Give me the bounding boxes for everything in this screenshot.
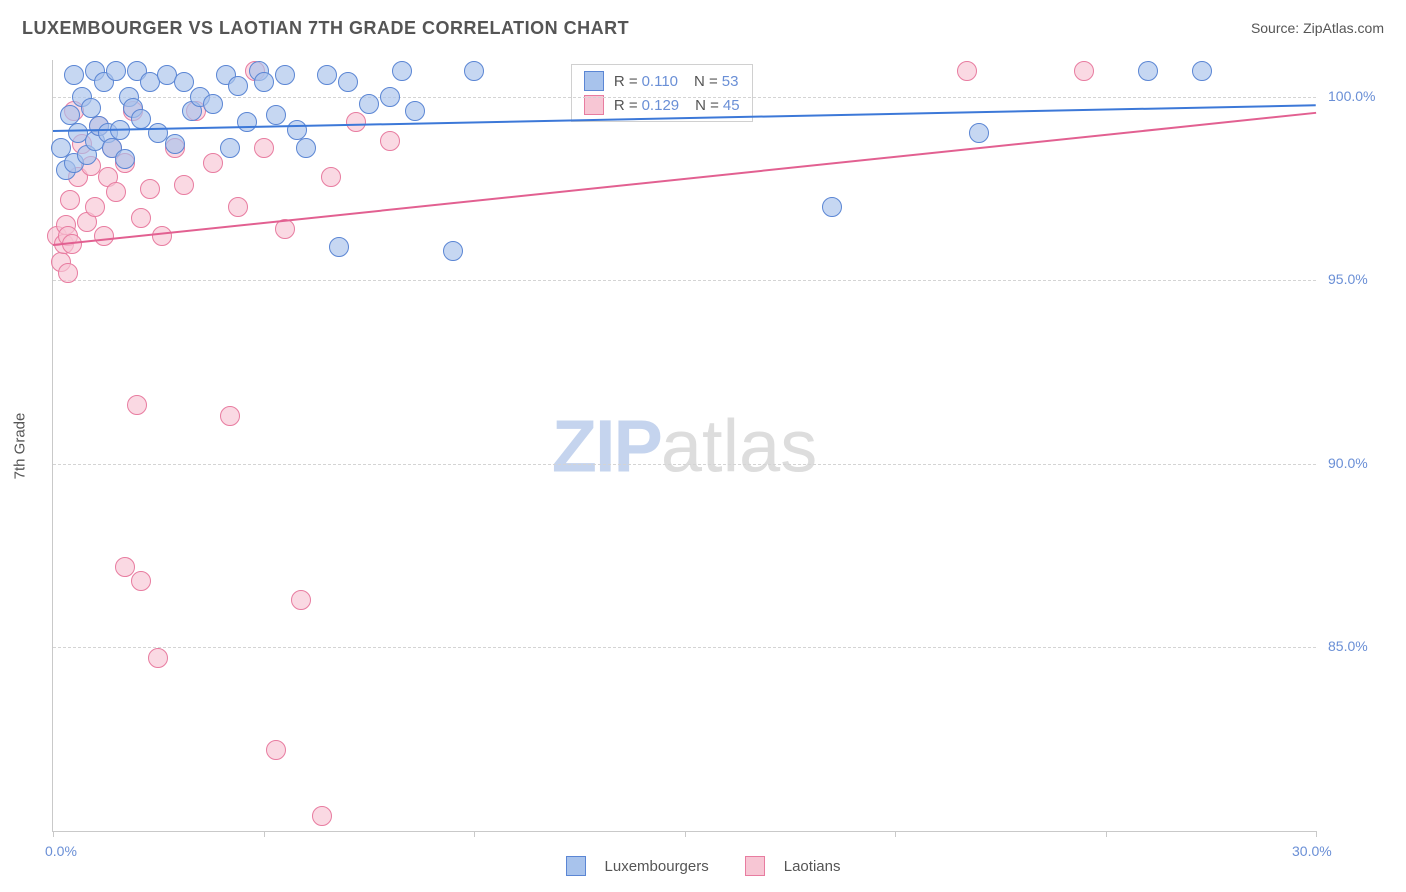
point-luxembourgers	[275, 65, 295, 85]
point-laotians	[1074, 61, 1094, 81]
swatch-luxembourgers	[566, 856, 586, 876]
point-luxembourgers	[287, 120, 307, 140]
watermark: ZIPatlas	[552, 403, 817, 488]
stats-row: R = 0.110 N = 53	[572, 69, 752, 93]
xtick	[264, 831, 265, 837]
point-luxembourgers	[443, 241, 463, 261]
point-laotians	[321, 167, 341, 187]
source-prefix: Source:	[1251, 20, 1303, 36]
gridline-h	[53, 97, 1316, 98]
legend-item-laotians: Laotians	[745, 856, 841, 876]
gridline-h	[53, 647, 1316, 648]
xtick	[1316, 831, 1317, 837]
stats-swatch	[584, 71, 604, 91]
point-laotians	[85, 197, 105, 217]
xtick	[1106, 831, 1107, 837]
point-luxembourgers	[359, 94, 379, 114]
legend-item-luxembourgers: Luxembourgers	[566, 856, 709, 876]
point-laotians	[106, 182, 126, 202]
legend: Luxembourgers Laotians	[0, 856, 1406, 876]
point-laotians	[174, 175, 194, 195]
point-luxembourgers	[174, 72, 194, 92]
point-luxembourgers	[203, 94, 223, 114]
chart-title: LUXEMBOURGER VS LAOTIAN 7TH GRADE CORREL…	[22, 18, 629, 39]
point-laotians	[220, 406, 240, 426]
point-laotians	[380, 131, 400, 151]
point-luxembourgers	[1192, 61, 1212, 81]
point-luxembourgers	[296, 138, 316, 158]
point-luxembourgers	[822, 197, 842, 217]
watermark-atlas: atlas	[661, 404, 817, 487]
point-luxembourgers	[254, 72, 274, 92]
xtick	[474, 831, 475, 837]
point-laotians	[254, 138, 274, 158]
swatch-laotians	[745, 856, 765, 876]
stats-n-label: N =	[694, 73, 718, 90]
point-luxembourgers	[115, 149, 135, 169]
point-laotians	[957, 61, 977, 81]
point-laotians	[127, 395, 147, 415]
point-laotians	[140, 179, 160, 199]
point-luxembourgers	[329, 237, 349, 257]
legend-label-luxembourgers: Luxembourgers	[605, 858, 709, 875]
point-luxembourgers	[237, 112, 257, 132]
stats-n-value: 45	[723, 97, 740, 114]
ytick-label: 100.0%	[1328, 88, 1375, 104]
stats-r-label: R =	[614, 97, 638, 114]
point-luxembourgers	[317, 65, 337, 85]
point-luxembourgers	[106, 61, 126, 81]
watermark-zip: ZIP	[552, 404, 661, 487]
point-laotians	[228, 197, 248, 217]
xtick	[53, 831, 54, 837]
ytick-label: 90.0%	[1328, 455, 1368, 471]
source-label: Source: ZipAtlas.com	[1251, 20, 1384, 36]
point-luxembourgers	[81, 98, 101, 118]
stats-box: R = 0.110 N = 53 R = 0.129 N = 45	[571, 64, 753, 122]
point-luxembourgers	[220, 138, 240, 158]
point-laotians	[291, 590, 311, 610]
stats-r-value: 0.129	[642, 97, 680, 114]
stats-swatch	[584, 95, 604, 115]
point-luxembourgers	[60, 105, 80, 125]
point-luxembourgers	[338, 72, 358, 92]
point-laotians	[94, 226, 114, 246]
point-laotians	[152, 226, 172, 246]
point-luxembourgers	[228, 76, 248, 96]
point-luxembourgers	[266, 105, 286, 125]
point-laotians	[131, 208, 151, 228]
point-luxembourgers	[405, 101, 425, 121]
point-luxembourgers	[165, 134, 185, 154]
stats-n-label: N =	[695, 97, 719, 114]
ytick-label: 95.0%	[1328, 271, 1368, 287]
point-luxembourgers	[392, 61, 412, 81]
gridline-h	[53, 280, 1316, 281]
source-name: ZipAtlas.com	[1303, 20, 1384, 36]
point-laotians	[115, 557, 135, 577]
point-luxembourgers	[969, 123, 989, 143]
point-luxembourgers	[131, 109, 151, 129]
point-laotians	[58, 263, 78, 283]
point-laotians	[60, 190, 80, 210]
point-laotians	[346, 112, 366, 132]
point-luxembourgers	[1138, 61, 1158, 81]
point-laotians	[131, 571, 151, 591]
point-luxembourgers	[380, 87, 400, 107]
plot-area: ZIPatlas R = 0.110N = 53R = 0.129N = 45 …	[52, 60, 1316, 832]
xtick	[685, 831, 686, 837]
xtick	[895, 831, 896, 837]
point-laotians	[312, 806, 332, 826]
y-axis-label: 7th Grade	[12, 413, 29, 480]
point-luxembourgers	[64, 65, 84, 85]
legend-label-laotians: Laotians	[784, 858, 841, 875]
point-laotians	[148, 648, 168, 668]
stats-r-value: 0.110	[642, 73, 678, 90]
stats-n-value: 53	[722, 73, 739, 90]
point-luxembourgers	[464, 61, 484, 81]
point-laotians	[203, 153, 223, 173]
point-laotians	[266, 740, 286, 760]
ytick-label: 85.0%	[1328, 638, 1368, 654]
stats-r-label: R =	[614, 73, 638, 90]
gridline-h	[53, 464, 1316, 465]
